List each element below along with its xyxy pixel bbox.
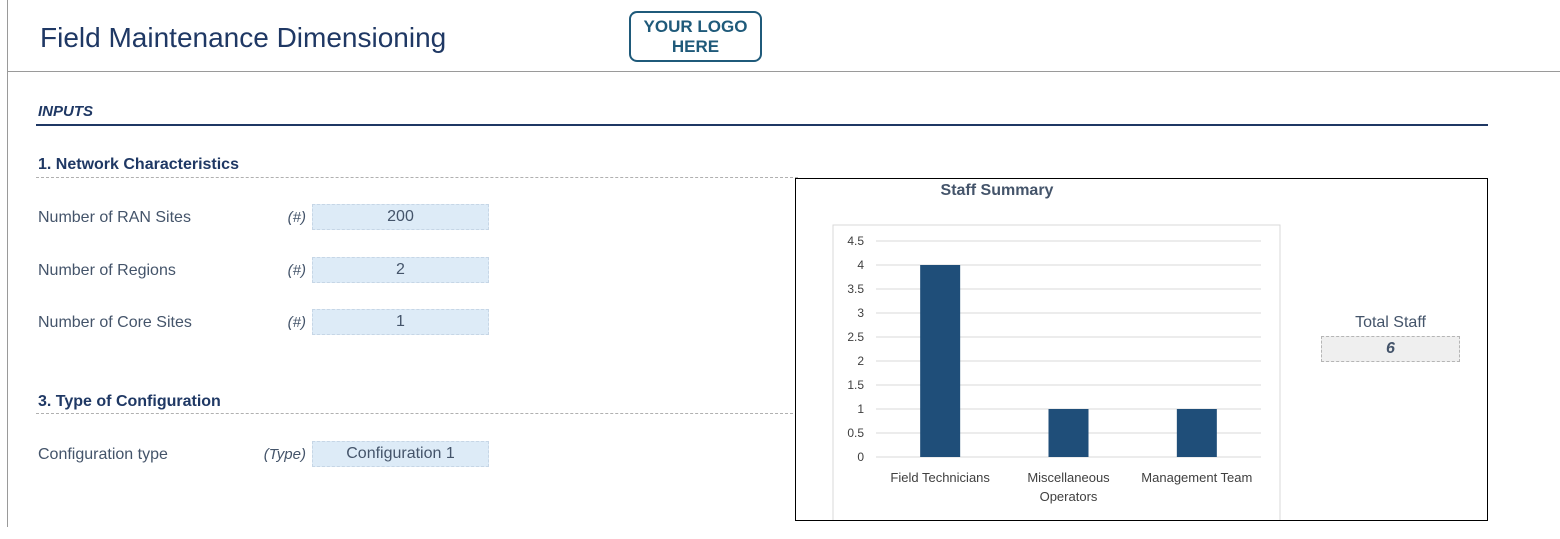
- section-heading-configuration: 3. Type of Configuration: [38, 393, 221, 410]
- y-tick-label: 1.5: [847, 378, 864, 392]
- field-unit-regions: (#): [287, 262, 306, 279]
- x-tick-label: Management Team: [1141, 470, 1252, 485]
- bar-field-technicians: [920, 265, 961, 457]
- page-title: Field Maintenance Dimensioning: [40, 22, 447, 53]
- y-tick-label: 3: [857, 306, 864, 320]
- header-divider: [7, 71, 1560, 72]
- field-unit-configuration-type: (Type): [263, 446, 306, 463]
- y-tick-label: 0: [857, 450, 864, 464]
- x-tick-label: Miscellaneous: [1027, 470, 1110, 485]
- plot-area: [832, 224, 1281, 520]
- section-heading-network: 1. Network Characteristics: [38, 156, 239, 173]
- bar-management-team: [1176, 409, 1217, 457]
- y-tick-label: 1: [857, 402, 864, 416]
- total-staff-value: 6: [1321, 336, 1460, 362]
- field-label-regions: Number of Regions: [38, 262, 176, 279]
- y-tick-label: 3.5: [847, 282, 864, 296]
- y-tick-label: 0.5: [847, 426, 864, 440]
- x-tick-label: Field Technicians: [890, 470, 990, 485]
- inputs-heading: INPUTS: [38, 103, 94, 120]
- total-staff-label: Total Staff: [1355, 314, 1426, 331]
- field-unit-ran-sites: (#): [287, 209, 306, 226]
- core-sites-input[interactable]: [312, 309, 489, 335]
- staff-chart-plot: 0 0.5 1 1.5 2 2.5 3 3.5 4 4.5 Field Technicians Mis…: [832, 224, 1281, 520]
- chart-title: Staff Summary: [940, 182, 1054, 199]
- section-divider-configuration: [36, 413, 798, 414]
- regions-input[interactable]: [312, 257, 489, 283]
- x-tick-label: Operators: [1040, 489, 1098, 504]
- y-tick-label: 2: [857, 354, 864, 368]
- bar-miscellaneous-operators: [1048, 409, 1089, 457]
- ran-sites-input[interactable]: [312, 204, 489, 230]
- field-unit-core-sites: (#): [287, 314, 306, 331]
- y-tick-label: 2.5: [847, 330, 864, 344]
- field-label-core-sites: Number of Core Sites: [38, 314, 192, 331]
- y-tick-label: 4: [857, 258, 864, 272]
- configuration-type-input[interactable]: [312, 441, 489, 467]
- y-tick-label: 4.5: [847, 234, 864, 248]
- section-divider-network: [36, 177, 798, 178]
- field-label-ran-sites: Number of RAN Sites: [38, 209, 191, 226]
- field-label-configuration-type: Configuration type: [38, 446, 168, 463]
- inputs-divider: [36, 124, 1488, 126]
- logo-placeholder: YOUR LOGO HERE: [629, 11, 762, 62]
- sheet-left-border: [7, 0, 8, 527]
